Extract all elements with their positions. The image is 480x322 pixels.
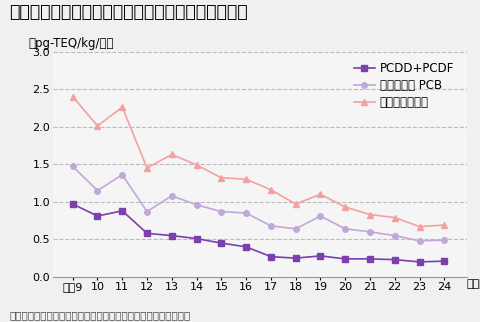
ダイオキシン類 (317, 192, 323, 196)
コプラナー PCB (342, 227, 348, 231)
PCDD+PCDF (317, 254, 323, 258)
Text: （pg-TEQ/kg/日）: （pg-TEQ/kg/日） (29, 37, 114, 50)
ダイオキシン類 (391, 216, 397, 220)
PCDD+PCDF (193, 237, 199, 241)
Text: （年度）: （年度） (466, 279, 480, 289)
PCDD+PCDF (95, 214, 100, 218)
コプラナー PCB (218, 210, 224, 213)
ダイオキシン類 (193, 163, 199, 167)
コプラナー PCB (95, 189, 100, 193)
コプラナー PCB (391, 234, 397, 238)
ダイオキシン類 (119, 105, 125, 109)
ダイオキシン類 (342, 205, 348, 209)
コプラナー PCB (70, 165, 75, 168)
コプラナー PCB (193, 203, 199, 207)
ダイオキシン類 (168, 153, 174, 156)
PCDD+PCDF (243, 245, 249, 249)
ダイオキシン類 (416, 225, 421, 229)
コプラナー PCB (144, 210, 150, 213)
コプラナー PCB (416, 239, 421, 243)
PCDD+PCDF (441, 259, 446, 263)
PCDD+PCDF (292, 256, 298, 260)
ダイオキシン類 (218, 176, 224, 180)
ダイオキシン類 (292, 202, 298, 206)
Line: PCDD+PCDF: PCDD+PCDF (70, 201, 446, 265)
コプラナー PCB (366, 230, 372, 234)
PCDD+PCDF (168, 234, 174, 238)
ダイオキシン類 (441, 223, 446, 227)
コプラナー PCB (441, 238, 446, 242)
コプラナー PCB (267, 224, 273, 228)
PCDD+PCDF (366, 257, 372, 261)
コプラナー PCB (243, 211, 249, 215)
Legend: PCDD+PCDF, コプラナー PCB, ダイオキシン類: PCDD+PCDF, コプラナー PCB, ダイオキシン類 (351, 60, 456, 112)
Text: 食品からのダイオキシン類の１日摂取量の経年変化: 食品からのダイオキシン類の１日摂取量の経年変化 (10, 3, 248, 21)
Line: ダイオキシン類: ダイオキシン類 (69, 93, 447, 230)
コプラナー PCB (119, 173, 125, 177)
ダイオキシン類 (144, 166, 150, 170)
PCDD+PCDF (218, 241, 224, 245)
Text: 資料：厚生労働省「食品からのダイオキシン類一日摂取量調査」: 資料：厚生労働省「食品からのダイオキシン類一日摂取量調査」 (10, 310, 191, 320)
コプラナー PCB (292, 227, 298, 231)
ダイオキシン類 (267, 188, 273, 192)
Line: コプラナー PCB: コプラナー PCB (70, 164, 446, 244)
PCDD+PCDF (391, 258, 397, 261)
PCDD+PCDF (119, 209, 125, 213)
PCDD+PCDF (416, 260, 421, 264)
ダイオキシン類 (243, 177, 249, 181)
ダイオキシン類 (95, 124, 100, 128)
PCDD+PCDF (342, 257, 348, 261)
PCDD+PCDF (267, 255, 273, 259)
ダイオキシン類 (70, 95, 75, 99)
ダイオキシン類 (366, 213, 372, 216)
PCDD+PCDF (144, 232, 150, 235)
コプラナー PCB (168, 194, 174, 198)
PCDD+PCDF (70, 202, 75, 206)
コプラナー PCB (317, 214, 323, 218)
